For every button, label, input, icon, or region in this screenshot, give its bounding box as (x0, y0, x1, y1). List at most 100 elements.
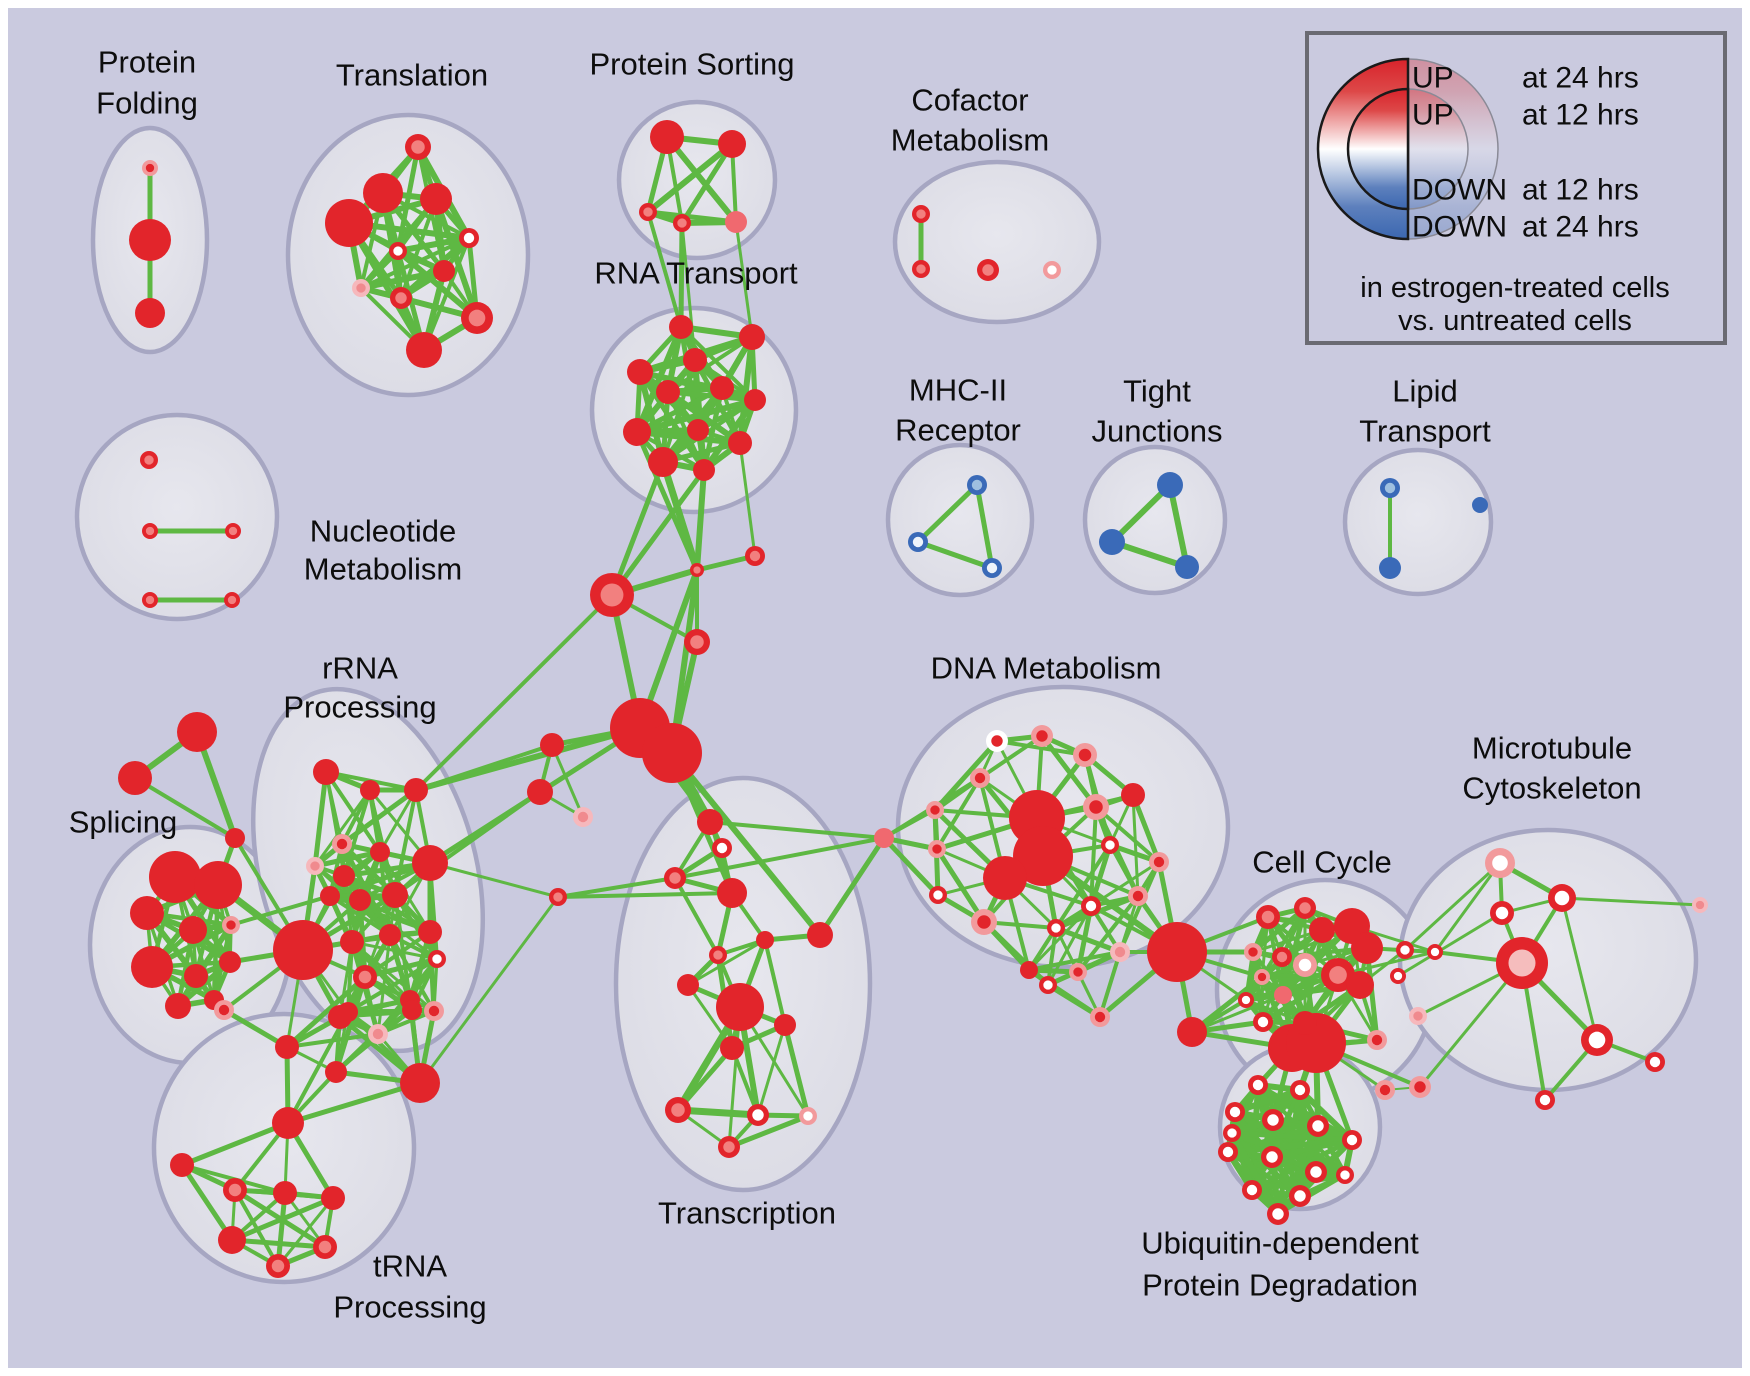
edge (763, 938, 787, 1027)
network-node (382, 882, 408, 908)
edge (358, 268, 447, 291)
edge (978, 734, 1044, 780)
network-node (370, 842, 390, 862)
network-node (656, 380, 680, 404)
network-node (527, 779, 553, 805)
network-node-core (1241, 995, 1251, 1005)
network-node (669, 315, 693, 339)
network-node-core (336, 838, 348, 850)
network-node (379, 924, 401, 946)
network-node-core (432, 954, 442, 964)
network-node (130, 896, 164, 930)
edge (275, 1190, 288, 1269)
network-node-core (1695, 900, 1705, 910)
network-node-core (1430, 947, 1440, 957)
cluster-tj-boundary (1082, 444, 1228, 596)
network-node-core (1105, 840, 1115, 850)
network-node-core (218, 1004, 230, 1016)
network-node-core (428, 1005, 440, 1017)
network-node (718, 130, 746, 158)
edge (674, 1106, 762, 1119)
edge (428, 861, 560, 899)
edge (1250, 905, 1308, 955)
network-node-core (1346, 1134, 1358, 1146)
network-node (184, 964, 208, 988)
network-node-core (1114, 946, 1126, 958)
network-node (433, 260, 455, 282)
edge (737, 334, 755, 446)
network-node (807, 922, 833, 948)
network-node-core (1089, 800, 1103, 814)
network-node (333, 865, 355, 887)
cluster-mt-label: Cytoskeleton (1462, 771, 1641, 806)
network-node-core (577, 811, 589, 823)
network-node (418, 920, 442, 944)
network-node (129, 219, 171, 261)
edge (133, 776, 237, 840)
network-node (540, 733, 564, 757)
network-node-core (468, 309, 486, 327)
legend-time-label: at 12 hrs (1522, 99, 1639, 132)
network-node-core (1495, 906, 1509, 920)
network-node-core (1539, 1094, 1551, 1106)
legend-time-label: at 12 hrs (1522, 174, 1639, 207)
network-node-core (677, 218, 687, 228)
edge (556, 876, 677, 899)
network-node-core (1294, 1084, 1306, 1096)
network-node (177, 712, 217, 752)
legend-time-label: at 24 hrs (1522, 62, 1639, 95)
network-node (720, 1036, 744, 1060)
edge (1098, 950, 1122, 1019)
network-node (642, 723, 702, 783)
network-node-core (228, 1183, 242, 1197)
edge (1167, 482, 1190, 570)
edge (393, 893, 412, 1002)
network-node-core (318, 1240, 332, 1254)
edge (1297, 1087, 1355, 1143)
cluster-ps-label: Protein Sorting (589, 47, 794, 82)
network-node-core (600, 583, 624, 607)
network-node-core (228, 526, 238, 536)
cluster-trna-boundary (151, 1011, 417, 1285)
edge (393, 790, 542, 897)
network-node-core (1384, 482, 1396, 494)
edge (276, 1196, 335, 1268)
network-nodes (118, 120, 1708, 1278)
network-node-core (933, 890, 943, 900)
cluster-nuc-label: Metabolism (304, 552, 463, 587)
cluster-mt-label: Microtubule (1472, 731, 1632, 766)
network-node (725, 211, 747, 233)
network-node (1099, 529, 1125, 555)
edge (694, 467, 707, 573)
cluster-cof-label: Cofactor (911, 83, 1028, 118)
network-node-core (356, 283, 366, 293)
network-node (225, 828, 245, 848)
cluster-nuc-boundary (74, 412, 280, 622)
network-node (739, 324, 765, 350)
network-node-core (1261, 910, 1275, 924)
network-node-core (671, 1103, 685, 1117)
network-node (404, 778, 428, 802)
network-node (648, 447, 678, 477)
network-node (623, 418, 651, 446)
edge (312, 849, 383, 869)
network-node-core (1267, 1114, 1279, 1126)
network-node-core (1272, 1208, 1284, 1220)
network-node (627, 359, 653, 385)
cluster-tx-label: Transcription (658, 1196, 836, 1231)
network-node-core (690, 635, 704, 649)
network-node (1351, 932, 1383, 964)
network-node (149, 851, 201, 903)
edge (362, 956, 440, 980)
network-node-core (1248, 947, 1258, 957)
network-node-core (1043, 980, 1053, 990)
network-node (363, 173, 403, 213)
network-node-core (1649, 1056, 1661, 1068)
network-node (170, 1153, 194, 1177)
network-node-core (974, 772, 986, 784)
network-node-core (693, 566, 701, 574)
edge (418, 895, 560, 1085)
network-node (1157, 472, 1183, 498)
network-node-core (1310, 1166, 1322, 1178)
